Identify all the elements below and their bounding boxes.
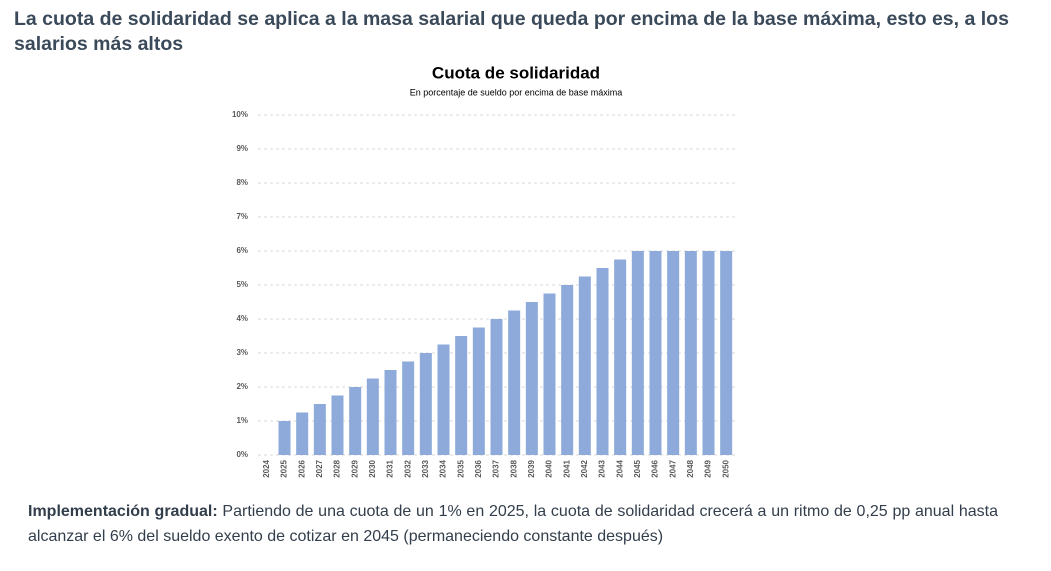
x-tick-label: 2049 xyxy=(704,459,713,477)
x-tick-label: 2036 xyxy=(474,459,483,477)
x-tick-label: 2027 xyxy=(315,459,324,477)
footnote-lead: Implementación gradual: xyxy=(28,503,218,520)
bar xyxy=(578,276,591,455)
x-tick-label: 2039 xyxy=(527,459,536,477)
x-tick-label: 2045 xyxy=(633,459,642,477)
x-tick-label: 2033 xyxy=(421,459,430,477)
y-tick-label: 0% xyxy=(236,450,248,459)
y-tick-label: 1% xyxy=(236,416,248,425)
bar xyxy=(684,251,697,455)
x-tick-label: 2044 xyxy=(615,459,624,477)
bar xyxy=(472,327,485,455)
x-tick-label: 2029 xyxy=(350,459,359,477)
x-tick-label: 2042 xyxy=(580,459,589,477)
x-tick-label: 2046 xyxy=(651,459,660,477)
y-tick-label: 9% xyxy=(236,144,248,153)
bar xyxy=(278,421,291,455)
bar xyxy=(402,361,415,455)
y-tick-label: 5% xyxy=(236,280,248,289)
y-tick-label: 7% xyxy=(236,212,248,221)
footnote-text: Partiendo de una cuota de un 1% en 2025,… xyxy=(28,503,999,545)
x-tick-label: 2025 xyxy=(280,459,289,477)
bar xyxy=(437,344,450,455)
y-tick-label: 6% xyxy=(236,246,248,255)
bar xyxy=(702,251,715,455)
x-tick-label: 2035 xyxy=(456,459,465,477)
bar xyxy=(561,285,574,455)
y-tick-label: 4% xyxy=(236,314,248,323)
x-tick-label: 2032 xyxy=(403,459,412,477)
x-tick-label: 2043 xyxy=(598,459,607,477)
y-tick-label: 3% xyxy=(236,348,248,357)
x-tick-label: 2031 xyxy=(386,459,395,477)
x-tick-label: 2041 xyxy=(562,459,571,477)
x-tick-label: 2038 xyxy=(509,459,518,477)
x-tick-label: 2048 xyxy=(686,459,695,477)
y-tick-label: 10% xyxy=(232,110,248,119)
x-tick-label: 2030 xyxy=(368,459,377,477)
bar xyxy=(490,319,503,455)
x-tick-label: 2037 xyxy=(492,459,501,477)
chart-subtitle: En porcentaje de sueldo por encima de ba… xyxy=(410,87,623,97)
x-tick-label: 2024 xyxy=(262,459,271,477)
x-tick-label: 2034 xyxy=(439,459,448,477)
x-tick-label: 2028 xyxy=(333,459,342,477)
bar xyxy=(649,251,662,455)
bar xyxy=(631,251,644,455)
chart: Cuota de solidaridad En porcentaje de su… xyxy=(232,63,735,478)
bar xyxy=(455,336,468,455)
bar xyxy=(508,310,521,455)
bar xyxy=(614,259,627,455)
bar xyxy=(419,353,432,455)
x-tick-label: 2040 xyxy=(545,459,554,477)
bar xyxy=(525,302,538,455)
bar xyxy=(667,251,680,455)
bar xyxy=(349,387,362,455)
bar xyxy=(331,395,344,455)
x-tick-label: 2026 xyxy=(297,459,306,477)
bar xyxy=(720,251,733,455)
y-tick-label: 2% xyxy=(236,382,248,391)
bar xyxy=(543,293,556,455)
bar xyxy=(366,378,379,455)
y-tick-label: 8% xyxy=(236,178,248,187)
bar xyxy=(296,412,309,455)
x-tick-label: 2047 xyxy=(668,459,677,477)
footnote: Implementación gradual: Partiendo de una… xyxy=(28,499,998,549)
bar xyxy=(384,370,397,455)
slide-title: La cuota de solidaridad se aplica a la m… xyxy=(14,8,1009,55)
bar xyxy=(596,268,609,455)
x-tick-label: 2050 xyxy=(721,459,730,477)
chart-title: Cuota de solidaridad xyxy=(432,63,600,82)
bar xyxy=(313,404,326,455)
